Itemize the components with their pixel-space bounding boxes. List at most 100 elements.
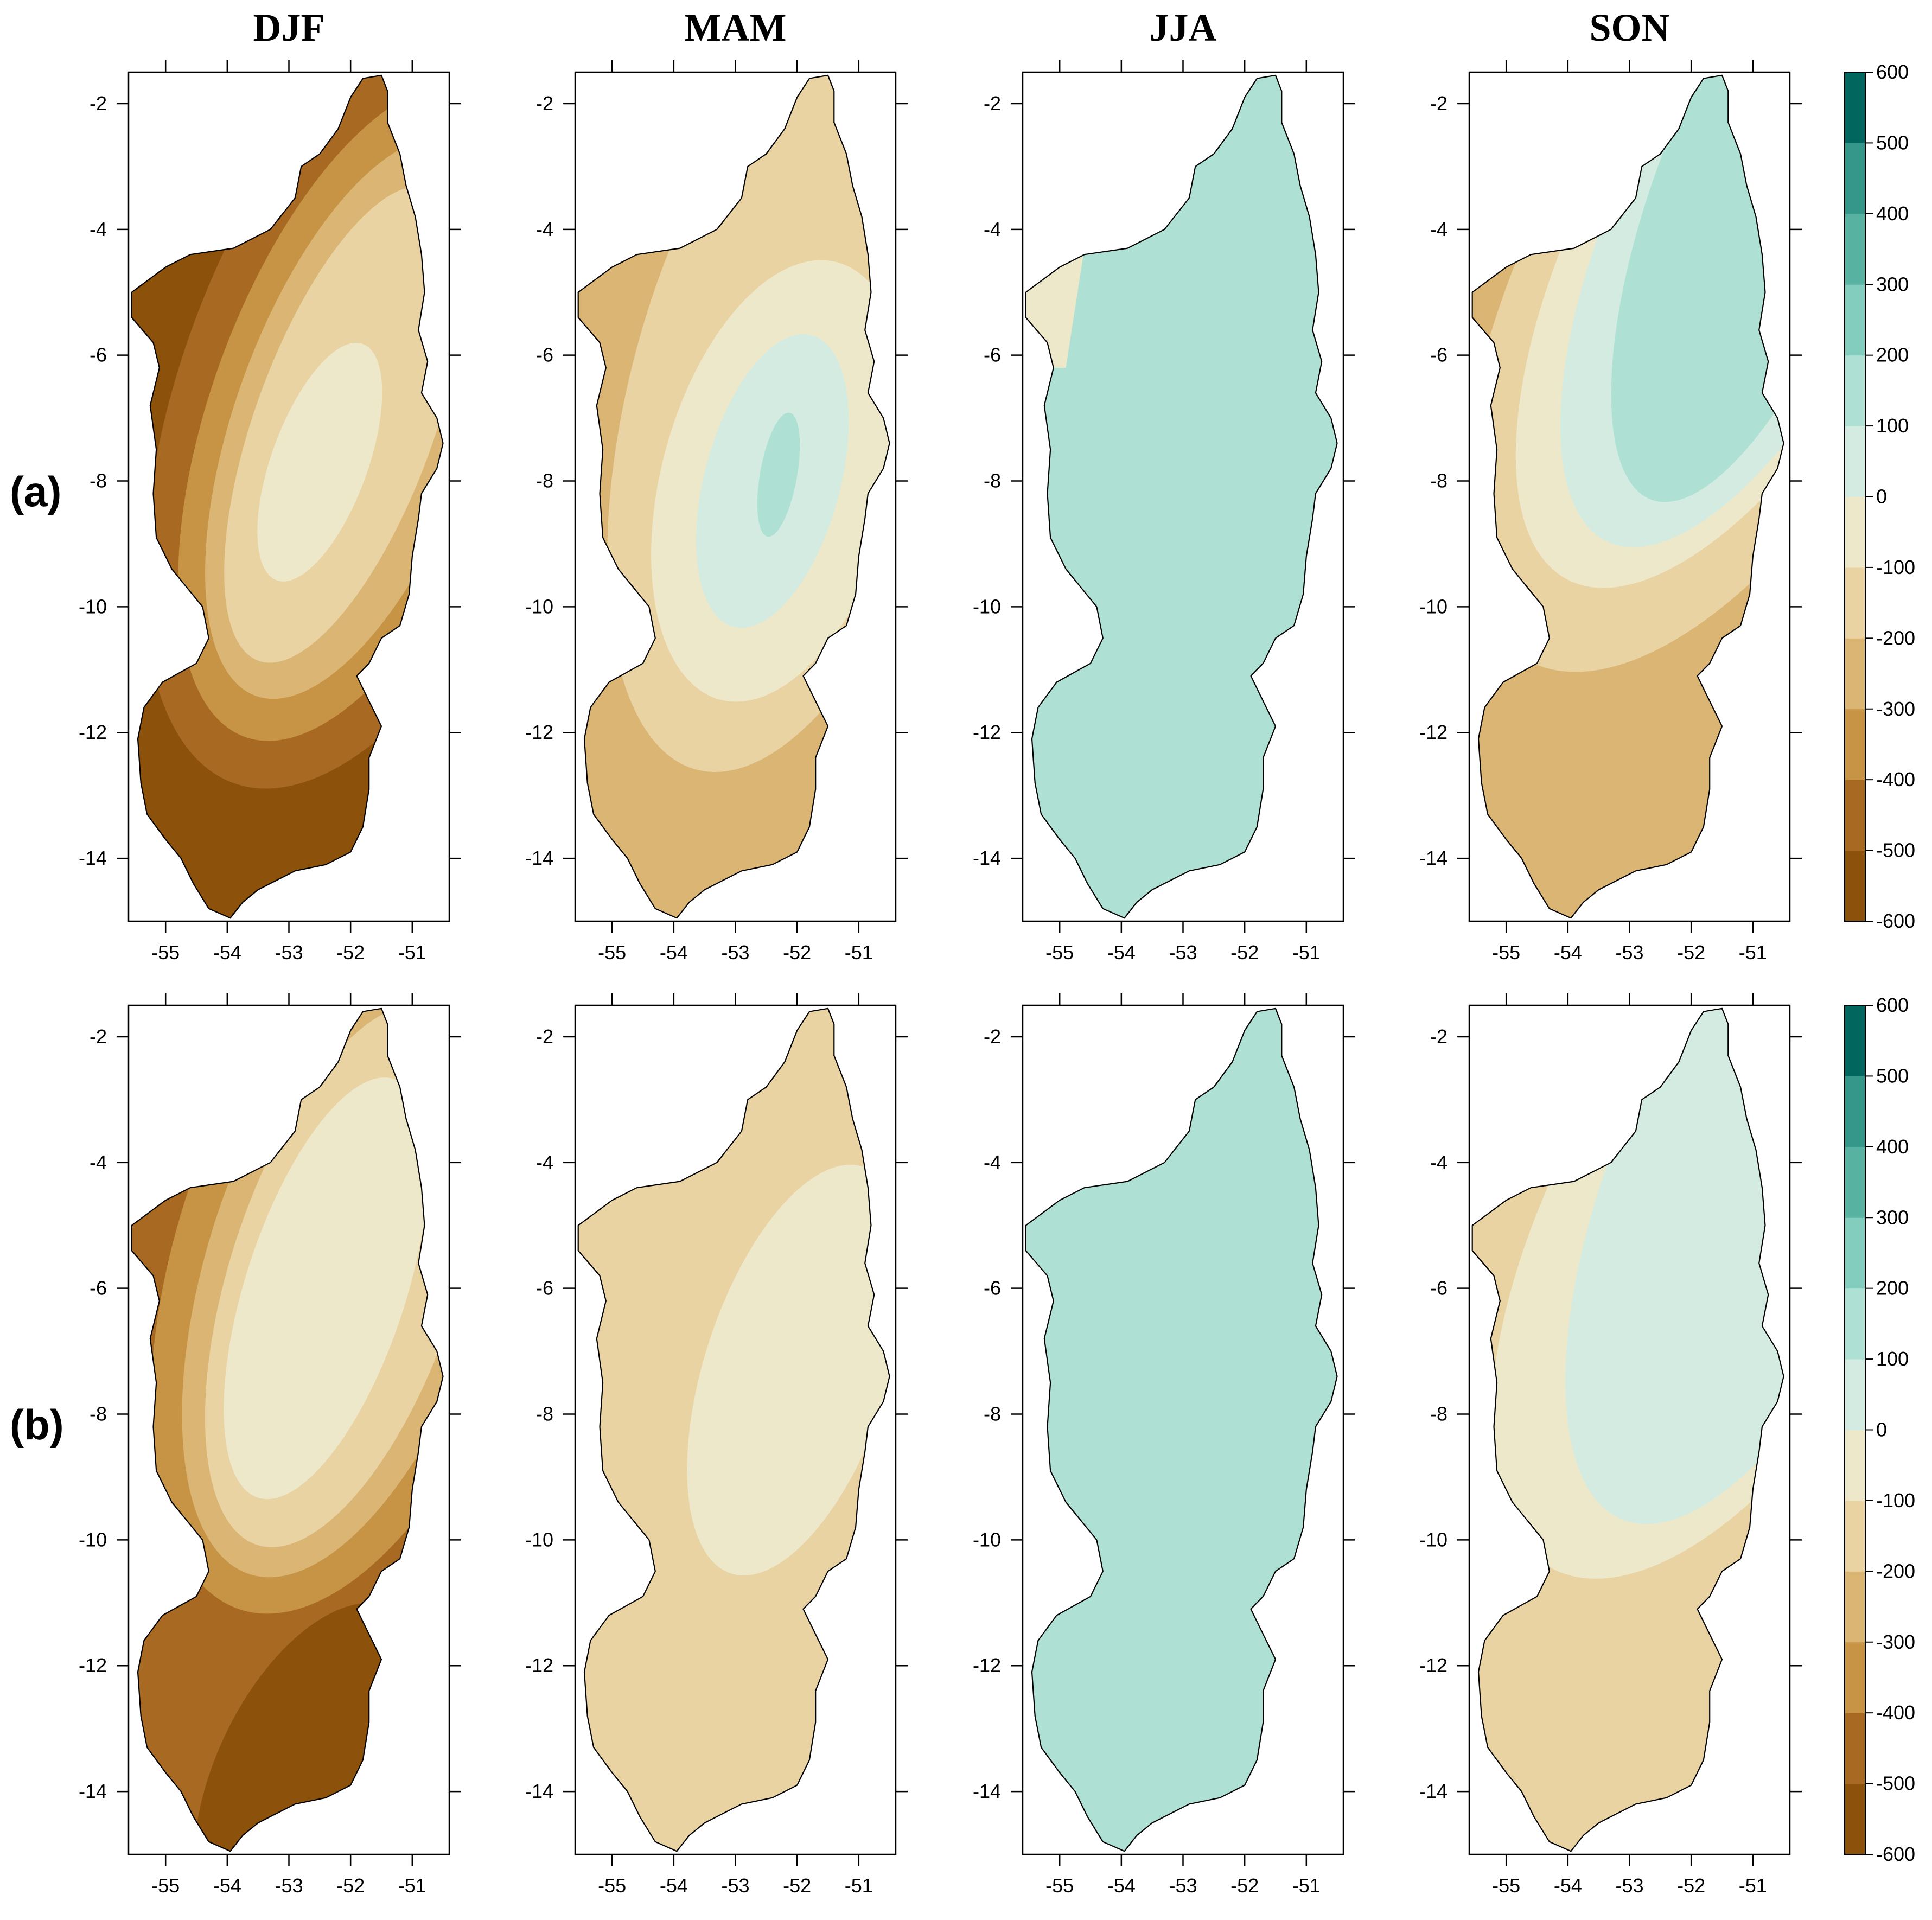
map-panel-a-jja: -2 -4 -6 -8 -10 -12 -14 -55 -54 -53 -52 -51 <box>973 60 1355 964</box>
colorbar-segment <box>1845 1146 1865 1218</box>
y-tick-label: -12 <box>79 1654 107 1676</box>
contour-region <box>257 342 382 582</box>
map-panels: -2 -4 -6 -8 -10 -12 -14 -55 -54 -53 -52 -51 -2 -4 -6 -8… <box>79 60 1802 1897</box>
y-tick-label: -4 <box>536 1151 553 1173</box>
x-tick-label: -54 <box>213 1874 241 1897</box>
contour-fills <box>1025 75 1337 918</box>
x-tick-label: -52 <box>783 1874 811 1897</box>
x-tick-label: -55 <box>1492 941 1520 964</box>
y-tick-label: -2 <box>536 92 553 114</box>
basin-outline <box>1471 74 1784 919</box>
x-tick-label: -51 <box>398 941 426 964</box>
x-tick-label: -55 <box>598 941 626 964</box>
colorbar-tick-label: 0 <box>1876 1419 1887 1441</box>
colorbar-tick-label: 600 <box>1876 61 1909 83</box>
colorbar-segment <box>1845 1288 1865 1360</box>
y-tick-label: -10 <box>1419 595 1448 617</box>
y-tick-label: -4 <box>984 218 1001 240</box>
colorbar-tick-label: -200 <box>1876 627 1915 649</box>
x-tick-label: -53 <box>721 941 749 964</box>
y-tick-label: -10 <box>525 1528 553 1551</box>
colorbars: -600 -500 -400 -300 -200 -100 0 100 200 300 400 500… <box>1844 61 1915 1865</box>
y-tick-label: -14 <box>525 1780 553 1802</box>
colorbar-segment <box>1845 496 1865 568</box>
x-tick-label: -53 <box>1169 941 1197 964</box>
y-tick-label: -4 <box>90 1151 107 1173</box>
x-tick-label: -54 <box>1554 1874 1582 1897</box>
colorbar-segment <box>1845 1783 1865 1855</box>
x-tick-label: -54 <box>213 941 241 964</box>
x-tick-label: -53 <box>1615 1874 1643 1897</box>
basin-outline <box>577 1007 890 1852</box>
y-tick-label: -2 <box>984 1025 1001 1048</box>
colorbar-tick-label: -100 <box>1876 556 1915 578</box>
y-tick-label: -8 <box>1430 1403 1448 1425</box>
colorbar-tick-label: -300 <box>1876 1631 1915 1653</box>
colorbar-tick-label: -400 <box>1876 768 1915 790</box>
colorbar-tick-label: -500 <box>1876 839 1915 862</box>
y-tick-label: -10 <box>973 595 1001 617</box>
y-tick-label: -12 <box>973 721 1001 743</box>
y-tick-label: -8 <box>984 1403 1001 1425</box>
y-tick-label: -2 <box>984 92 1001 114</box>
x-tick-label: -51 <box>1739 941 1767 964</box>
y-tick-label: -6 <box>984 344 1001 366</box>
season-header-mam: MAM <box>685 6 787 49</box>
colorbar-segment <box>1845 1359 1865 1430</box>
row-label-a: (a) <box>10 468 61 515</box>
y-tick-label: -10 <box>525 595 553 617</box>
x-tick-label: -52 <box>1230 1874 1259 1897</box>
y-tick-label: -6 <box>90 344 107 366</box>
y-tick-label: -6 <box>1430 344 1448 366</box>
colorbar-tick-label: 0 <box>1876 486 1887 508</box>
basin-outline <box>1025 74 1338 919</box>
y-tick-label: -6 <box>1430 1277 1448 1299</box>
x-tick-label: -51 <box>1739 1874 1767 1897</box>
colorbar-segment <box>1845 426 1865 497</box>
x-tick-label: -55 <box>1045 1874 1074 1897</box>
y-tick-label: -2 <box>90 1025 107 1048</box>
y-tick-label: -14 <box>973 1780 1001 1802</box>
x-tick-label: -52 <box>783 941 811 964</box>
x-tick-label: -53 <box>1169 1874 1197 1897</box>
contour-base-fill <box>1025 75 1337 918</box>
colorbar-tick-label: 100 <box>1876 1348 1909 1370</box>
colorbar-segment <box>1845 1005 1865 1076</box>
contour-fills <box>578 1008 890 1852</box>
contour-fills <box>578 75 890 918</box>
basin-outline <box>577 74 890 919</box>
contour-base-fill <box>1025 1008 1337 1852</box>
basin-outline <box>131 1007 444 1852</box>
x-tick-label: -53 <box>275 941 303 964</box>
y-tick-label: -6 <box>536 1277 553 1299</box>
x-tick-label: -53 <box>275 1874 303 1897</box>
colorbar-tick-label: 200 <box>1876 1277 1909 1299</box>
y-tick-label: -8 <box>536 1403 553 1425</box>
x-tick-label: -51 <box>845 941 873 964</box>
contour-region <box>687 1164 890 1575</box>
y-tick-label: -12 <box>1419 721 1448 743</box>
colorbar-segment <box>1845 1642 1865 1713</box>
y-tick-label: -4 <box>536 218 553 240</box>
x-tick-label: -52 <box>1677 941 1705 964</box>
x-tick-label: -51 <box>845 1874 873 1897</box>
x-tick-label: -52 <box>336 941 365 964</box>
y-tick-label: -8 <box>984 470 1001 492</box>
contour-fills <box>1472 1008 1784 1852</box>
map-panel-a-mam: -2 -4 -6 -8 -10 -12 -14 -55 -54 -53 -52 -51 <box>525 60 908 964</box>
x-tick-label: -51 <box>398 1874 426 1897</box>
y-tick-label: -14 <box>525 847 553 869</box>
y-tick-label: -10 <box>79 595 107 617</box>
basin-outline <box>131 74 444 919</box>
colorbar-segment <box>1845 213 1865 285</box>
y-tick-label: -10 <box>973 1528 1001 1551</box>
colorbar-tick-label: 300 <box>1876 273 1909 295</box>
y-tick-label: -14 <box>79 847 107 869</box>
y-tick-label: -12 <box>525 721 553 743</box>
y-tick-label: -8 <box>90 1403 107 1425</box>
y-tick-label: -2 <box>1430 1025 1448 1048</box>
colorbar-segment <box>1845 72 1865 143</box>
basin-outline <box>1025 1007 1338 1852</box>
x-tick-label: -54 <box>660 941 688 964</box>
